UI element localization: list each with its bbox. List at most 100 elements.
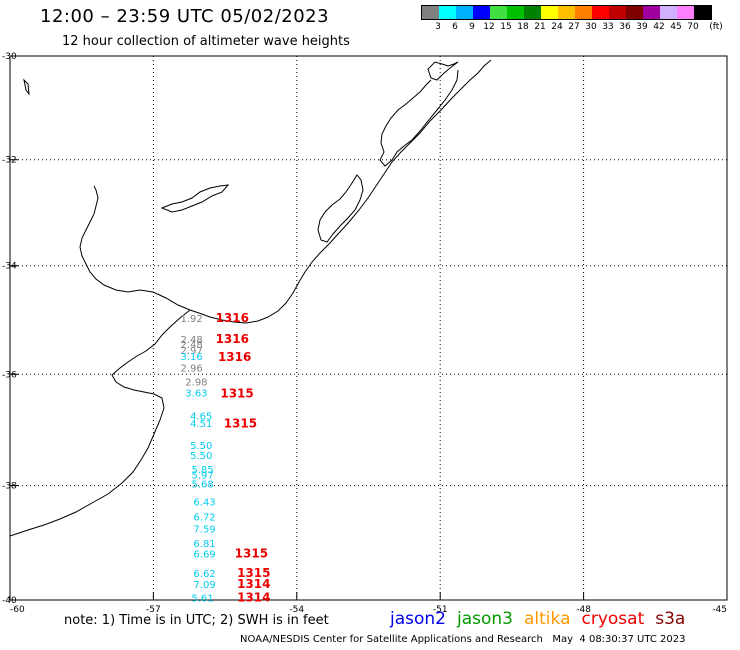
color-scale-unit: (ft) bbox=[709, 22, 723, 32]
color-scale-label: 3 bbox=[435, 22, 441, 32]
map-title: 12:00 – 23:59 UTC 05/02/2023 bbox=[40, 6, 330, 27]
pass-time: 1315 bbox=[237, 566, 270, 580]
swh-reading: 4.65 bbox=[190, 412, 212, 423]
pass-time: 1316 bbox=[216, 332, 249, 346]
color-scale-label: 33 bbox=[602, 22, 614, 32]
color-scale-label: 45 bbox=[670, 22, 682, 32]
latitude-label: -40 bbox=[2, 596, 17, 606]
pass-time: 1315 bbox=[224, 416, 257, 430]
swh-reading: 5.50 bbox=[190, 451, 212, 462]
swh-reading: 5.50 bbox=[190, 441, 212, 452]
color-scale-label: 42 bbox=[653, 22, 665, 32]
swh-reading: 3.63 bbox=[185, 388, 207, 399]
satellite-legend-s3a: s3a bbox=[655, 609, 686, 629]
map-frame bbox=[9, 55, 728, 601]
pass-time: 1315 bbox=[220, 386, 253, 400]
swh-reading: 6.69 bbox=[193, 549, 215, 560]
color-scale-swatch bbox=[592, 6, 609, 19]
coastline-small-lake bbox=[23, 78, 30, 96]
swh-reading: 2.48 bbox=[181, 335, 203, 346]
longitude-label: -60 bbox=[10, 605, 25, 615]
swh-reading: 7.59 bbox=[193, 525, 215, 536]
swh-reading: 2.48 bbox=[181, 340, 203, 351]
swh-reading: 6.62 bbox=[193, 569, 215, 580]
pass-time: 1316 bbox=[218, 350, 251, 364]
longitude-label: -51 bbox=[433, 605, 448, 615]
color-scale-label: 27 bbox=[568, 22, 580, 32]
swh-reading: 7.09 bbox=[193, 580, 215, 591]
color-scale-label: 30 bbox=[585, 22, 597, 32]
satellite-legend-jason2: jason2 bbox=[390, 609, 446, 629]
color-scale-label: 12 bbox=[483, 22, 495, 32]
color-scale-labels: 3 6 9 12 15 18 21 24 27 30 33 36 39 42 45 70 (ft) bbox=[421, 20, 723, 32]
swh-readings: 1.92 2.482.482.973.162.96 2.983.63 4.654.51… bbox=[181, 314, 216, 605]
swh-reading: 2.96 bbox=[181, 364, 203, 375]
coastline-river-uruguay bbox=[160, 184, 230, 213]
footer-note: note: 1) Time is in UTC; 2) SWH is in fe… bbox=[64, 613, 329, 628]
color-scale-swatch bbox=[507, 6, 524, 19]
color-scale-swatch bbox=[558, 6, 575, 19]
swh-reading: 5.97 bbox=[192, 470, 214, 481]
swh-reading: 6.43 bbox=[193, 497, 215, 508]
color-scale-swatch bbox=[422, 6, 439, 19]
satellite-legend: jason2 jason3 altika cryosat s3a bbox=[390, 609, 696, 629]
swh-reading: 3.16 bbox=[181, 352, 203, 363]
swh-reading: 5.68 bbox=[192, 479, 214, 490]
color-scale-swatch bbox=[439, 6, 456, 19]
map-subtitle: 12 hour collection of altimeter wave hei… bbox=[62, 34, 350, 49]
pass-time: 1314 bbox=[237, 577, 270, 591]
color-scale-label: 6 bbox=[452, 22, 458, 32]
color-scale-swatch bbox=[575, 6, 592, 19]
pass-time: 1314 bbox=[237, 591, 270, 605]
swh-reading: 2.97 bbox=[181, 346, 203, 357]
color-scale-swatch bbox=[541, 6, 558, 19]
color-scale-swatch bbox=[490, 6, 507, 19]
swh-reading: 5.85 bbox=[192, 465, 214, 476]
color-scale-swatch bbox=[609, 6, 626, 19]
color-scale-swatch bbox=[694, 6, 711, 19]
satellite-legend-cryosat: cryosat bbox=[581, 609, 645, 629]
color-scale-label: 24 bbox=[551, 22, 563, 32]
latitude-label: -32 bbox=[2, 156, 17, 166]
color-scale-label: 70 bbox=[687, 22, 699, 32]
coastline-lagoa-dos-patos bbox=[379, 61, 459, 167]
latitude-label: -34 bbox=[2, 262, 17, 272]
color-scale-swatch bbox=[643, 6, 660, 19]
latitude-label: -38 bbox=[2, 482, 17, 492]
latitude-label: -30 bbox=[2, 52, 17, 62]
coastline-lagoa-mirim bbox=[317, 174, 364, 243]
color-scale-swatch bbox=[473, 6, 490, 19]
pass-time: 1316 bbox=[216, 311, 249, 325]
swh-reading: 6.72 bbox=[193, 513, 215, 524]
color-scale-label: 36 bbox=[619, 22, 631, 32]
color-scale-swatch bbox=[524, 6, 541, 19]
swh-reading: 1.92 bbox=[181, 314, 203, 325]
graticule: -30 -32 -34 -36 -38 -40-60 -57 -54 -51 -48 -45 bbox=[2, 52, 728, 615]
pass-time: 1315 bbox=[235, 546, 268, 560]
longitude-label: -48 bbox=[576, 605, 591, 615]
coastline bbox=[9, 59, 492, 537]
swh-reading: 2.98 bbox=[185, 377, 207, 388]
color-scale-swatch bbox=[626, 6, 643, 19]
swh-reading: 4.51 bbox=[190, 419, 212, 430]
latitude-label: -36 bbox=[2, 370, 17, 380]
color-scale-label: 39 bbox=[636, 22, 648, 32]
coastline-rio-de-la-plata bbox=[9, 185, 191, 537]
color-scale-legend: 3 6 9 12 15 18 21 24 27 30 33 36 39 42 45 70 (ft) bbox=[421, 5, 723, 32]
footer-credit: NOAA/NESDIS Center for Satellite Applica… bbox=[240, 634, 686, 645]
color-scale-label: 15 bbox=[500, 22, 512, 32]
color-scale-swatch bbox=[456, 6, 473, 19]
swh-reading: 5.61 bbox=[192, 594, 214, 605]
longitude-label: -54 bbox=[289, 605, 304, 615]
swh-reading: 6.81 bbox=[193, 539, 215, 550]
satellite-legend-jason3: jason3 bbox=[457, 609, 513, 629]
color-scale-bar bbox=[421, 5, 712, 20]
color-scale-label: 21 bbox=[534, 22, 546, 32]
color-scale-swatch bbox=[660, 6, 677, 19]
satellite-legend-altika: altika bbox=[524, 609, 571, 629]
longitude-label: -57 bbox=[146, 605, 161, 615]
color-scale-swatch bbox=[677, 6, 694, 19]
coastline-brazil bbox=[189, 59, 492, 324]
